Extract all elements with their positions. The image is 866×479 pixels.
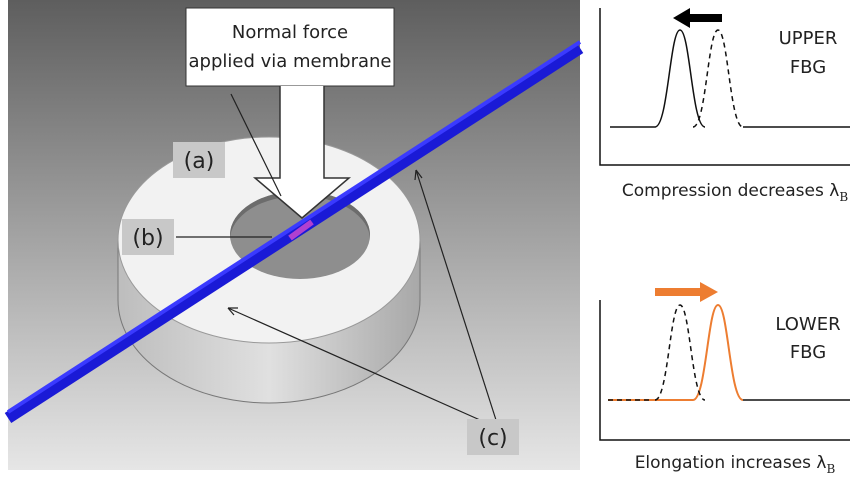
figure: Normal force applied via membrane (a) (b… bbox=[0, 0, 866, 479]
panel-title: FBG bbox=[790, 57, 826, 78]
label: (c) bbox=[478, 426, 507, 451]
panel-title: FBG bbox=[790, 342, 826, 363]
shift-arrow bbox=[655, 282, 718, 302]
panel-caption: Elongation increases λB bbox=[635, 453, 836, 476]
shift-arrow bbox=[673, 8, 722, 28]
panel-title: LOWER bbox=[775, 314, 840, 335]
label: (b) bbox=[132, 226, 163, 251]
callout-line: Normal force bbox=[232, 22, 348, 43]
panel-caption: Compression decreases λB bbox=[622, 181, 848, 204]
label: (a) bbox=[184, 149, 215, 174]
panel-title: UPPER bbox=[779, 28, 838, 49]
callout-line: applied via membrane bbox=[189, 51, 392, 72]
